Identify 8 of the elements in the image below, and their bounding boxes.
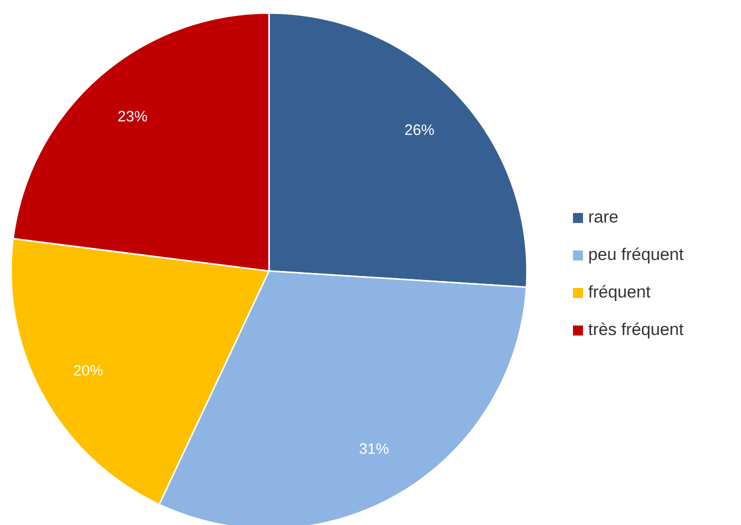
legend-label: très fréquent: [588, 322, 684, 339]
data-label: 26%: [405, 124, 434, 136]
legend-label: peu fréquent: [589, 247, 684, 264]
data-label: 23%: [118, 110, 148, 122]
data-label: 20%: [74, 365, 103, 376]
legend-label: fréquent: [588, 284, 650, 302]
legend-label: rare: [589, 213, 618, 223]
data-label: 31%: [360, 443, 389, 454]
